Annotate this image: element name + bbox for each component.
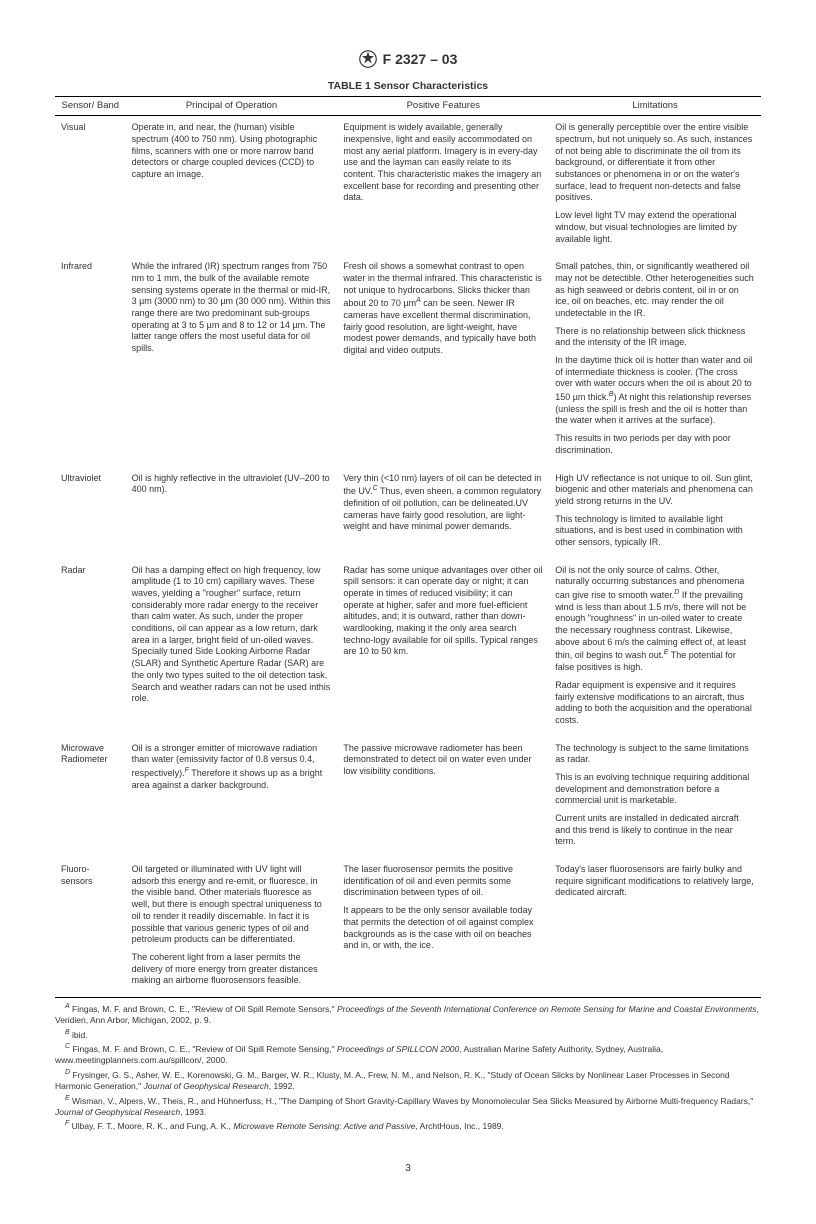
footnote-b: B ibid. xyxy=(55,1028,761,1041)
cell-principal: Operate in, and near, the (human) visibl… xyxy=(126,116,338,255)
designation: F 2327 – 03 xyxy=(383,51,458,67)
cell-positive: Radar has some unique advantages over ot… xyxy=(337,559,549,737)
positive-text: Thus, even sheen, a common regulatory de… xyxy=(343,486,541,531)
principal-text: Oil targeted or illuminated with UV ligh… xyxy=(132,864,332,946)
limitations-text: Radar equipment is expensive and it requ… xyxy=(555,680,755,727)
positive-text: The laser fluorosensor permits the posit… xyxy=(343,864,543,899)
cell-positive: Very thin (<10 nm) layers of oil can be … xyxy=(337,467,549,559)
footnote-e: E Wisman, V., Alpers, W., Theis, R., and… xyxy=(55,1094,761,1119)
limitations-text: This is an evolving technique requiring … xyxy=(555,772,755,807)
principal-text: The coherent light from a laser permits … xyxy=(132,952,332,987)
limitations-text: Oil is generally perceptible over the en… xyxy=(555,122,755,204)
cell-limitations: Small patches, thin, or significantly we… xyxy=(549,255,761,466)
limitations-text: The technology is subject to the same li… xyxy=(555,743,755,766)
sensor-characteristics-table: Sensor/ Band Principal of Operation Posi… xyxy=(55,96,761,998)
table-row: Ultraviolet Oil is highly reflective in … xyxy=(55,467,761,559)
col-limitations: Limitations xyxy=(549,97,761,116)
footnote-f: F Ulbay, F. T., Moore, R. K., and Fung, … xyxy=(55,1119,761,1132)
astm-logo xyxy=(359,50,377,68)
footnotes: A Fingas, M. F. and Brown, C. E., "Revie… xyxy=(55,1002,761,1133)
cell-sensor: Visual xyxy=(55,116,126,255)
col-principal: Principal of Operation xyxy=(126,97,338,116)
table-row: Microwave Radiometer Oil is a stronger e… xyxy=(55,737,761,859)
col-positive: Positive Features xyxy=(337,97,549,116)
cell-positive: Fresh oil shows a somewhat contrast to o… xyxy=(337,255,549,466)
limitations-text: Current units are installed in dedicated… xyxy=(555,813,755,848)
cell-principal: Oil is a stronger emitter of microwave r… xyxy=(126,737,338,859)
table-row: Radar Oil has a damping effect on high f… xyxy=(55,559,761,737)
limitations-text: There is no relationship between slick t… xyxy=(555,326,755,349)
positive-text: It appears to be the only sensor availab… xyxy=(343,905,543,952)
table-row: Infrared While the infrared (IR) spectru… xyxy=(55,255,761,466)
cell-principal: Oil targeted or illuminated with UV ligh… xyxy=(126,858,338,997)
cell-principal: Oil is highly reflective in the ultravio… xyxy=(126,467,338,559)
cell-limitations: Oil is not the only source of calms. Oth… xyxy=(549,559,761,737)
limitations-text: In the daytime thick oil is hotter than … xyxy=(555,355,755,427)
cell-sensor: Fluoro-sensors xyxy=(55,858,126,997)
limitations-text: Small patches, thin, or significantly we… xyxy=(555,261,755,319)
limitations-text: This technology is limited to available … xyxy=(555,514,755,549)
cell-sensor: Ultraviolet xyxy=(55,467,126,559)
cell-principal: While the infrared (IR) spectrum ranges … xyxy=(126,255,338,466)
table-header-row: Sensor/ Band Principal of Operation Posi… xyxy=(55,97,761,116)
astm-logo-icon xyxy=(359,50,377,68)
cell-limitations: Oil is generally perceptible over the en… xyxy=(549,116,761,255)
limitations-text: High UV reflectance is not unique to oil… xyxy=(555,473,755,508)
col-sensor-band: Sensor/ Band xyxy=(55,97,126,116)
table-row: Visual Operate in, and near, the (human)… xyxy=(55,116,761,255)
cell-limitations: Today's laser fluorosensors are fairly b… xyxy=(549,858,761,997)
table-title: TABLE 1 Sensor Characteristics xyxy=(55,80,761,92)
cell-positive: The passive microwave radiometer has bee… xyxy=(337,737,549,859)
cell-limitations: The technology is subject to the same li… xyxy=(549,737,761,859)
limitations-text: Oil is not the only source of calms. Oth… xyxy=(555,565,755,674)
cell-sensor: Microwave Radiometer xyxy=(55,737,126,859)
footnote-d: D Frysinger, G. S., Asher, W. E., Koreno… xyxy=(55,1068,761,1093)
footnote-a: A Fingas, M. F. and Brown, C. E., "Revie… xyxy=(55,1002,761,1027)
cell-sensor: Radar xyxy=(55,559,126,737)
limitations-text: Low level light TV may extend the operat… xyxy=(555,210,755,245)
page-number: 3 xyxy=(55,1163,761,1174)
cell-limitations: High UV reflectance is not unique to oil… xyxy=(549,467,761,559)
limitations-text: This results in two periods per day with… xyxy=(555,433,755,456)
footnote-c: C Fingas, M. F. and Brown, C. E., "Revie… xyxy=(55,1042,761,1067)
cell-principal: Oil has a damping effect on high frequen… xyxy=(126,559,338,737)
cell-positive: The laser fluorosensor permits the posit… xyxy=(337,858,549,997)
standard-header: F 2327 – 03 xyxy=(55,50,761,68)
table-row: Fluoro-sensors Oil targeted or illuminat… xyxy=(55,858,761,997)
cell-positive: Equipment is widely available, generally… xyxy=(337,116,549,255)
cell-sensor: Infrared xyxy=(55,255,126,466)
